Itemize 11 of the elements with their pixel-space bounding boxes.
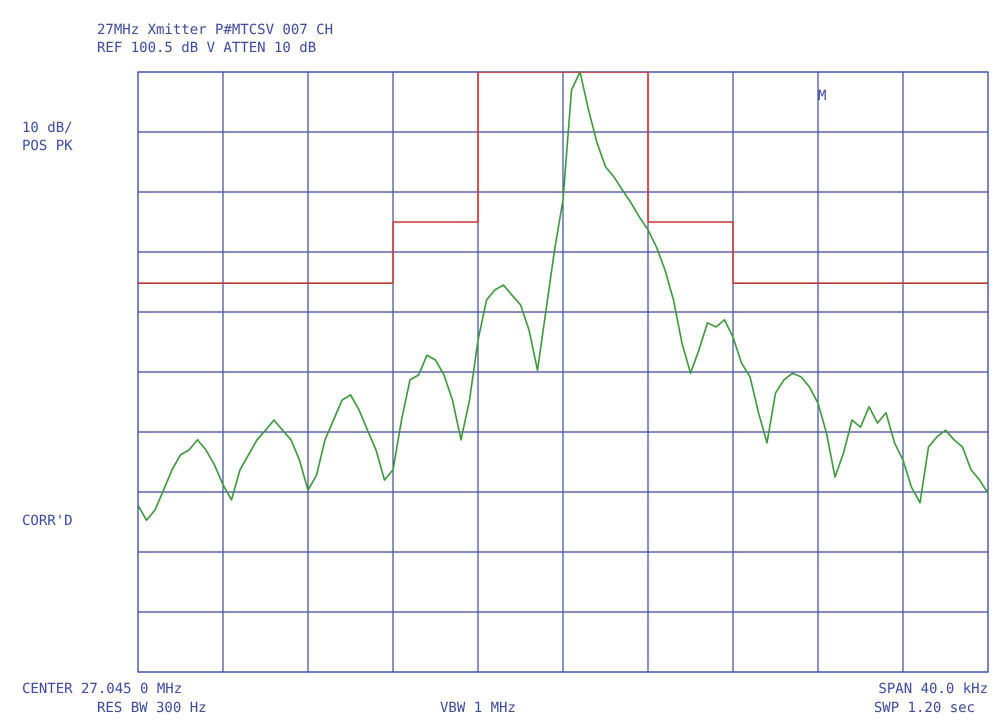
text: RES BW 300 Hz <box>97 700 207 716</box>
text: CENTER 27.045 0 MHz <box>22 681 182 697</box>
annotation: M <box>818 88 826 104</box>
chart-subtitle: REF 100.5 dB V ATTEN 10 dB <box>97 40 316 56</box>
text: POS PK <box>22 138 73 154</box>
chart-title: 27MHz Xmitter P#MTCSV 007 CH <box>97 22 334 38</box>
text: SWP 1.20 sec <box>874 700 975 716</box>
text: VBW 1 MHz <box>440 700 516 716</box>
text: SPAN 40.0 kHz <box>878 681 988 697</box>
text: 10 dB/ <box>22 120 73 136</box>
text: CORR'D <box>22 513 73 529</box>
